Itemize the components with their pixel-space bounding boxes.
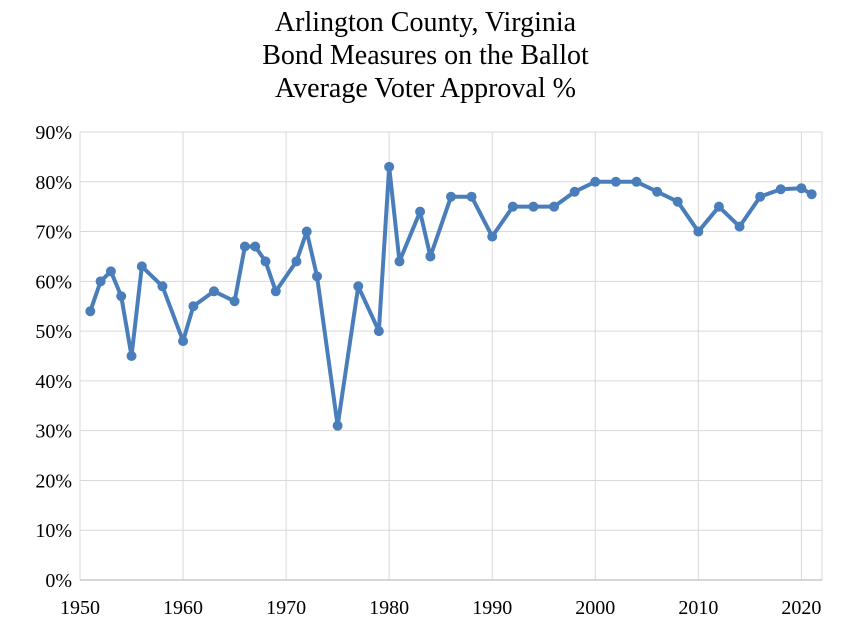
x-tick-label: 1950 bbox=[60, 597, 100, 619]
data-point bbox=[178, 336, 189, 347]
data-point bbox=[373, 326, 384, 337]
y-axis-tick-labels: 0% 10% 20% 30% 40% 50% 60% 70% 80% 90% bbox=[35, 122, 72, 592]
y-tick-label: 0% bbox=[45, 570, 72, 592]
data-point bbox=[116, 291, 127, 302]
data-point bbox=[415, 206, 426, 217]
data-point bbox=[466, 191, 477, 202]
data-point bbox=[126, 351, 137, 361]
data-point bbox=[549, 201, 560, 212]
data-point bbox=[590, 176, 601, 187]
data-point bbox=[734, 221, 745, 232]
data-point bbox=[312, 271, 323, 282]
y-tick-label: 40% bbox=[35, 371, 72, 393]
y-tick-label: 70% bbox=[35, 222, 72, 244]
x-tick-label: 2000 bbox=[575, 597, 615, 619]
data-point bbox=[353, 281, 364, 292]
data-point bbox=[384, 161, 395, 172]
x-tick-label: 2020 bbox=[781, 597, 821, 619]
data-point bbox=[239, 241, 250, 252]
data-point bbox=[528, 201, 539, 212]
data-point bbox=[394, 256, 405, 267]
data-point bbox=[250, 241, 261, 252]
chart-title: Arlington County, Virginia Bond Measures… bbox=[0, 6, 851, 105]
data-point bbox=[208, 286, 219, 297]
data-point bbox=[260, 256, 271, 267]
x-tick-label: 1960 bbox=[163, 597, 203, 619]
x-tick-label: 1970 bbox=[266, 597, 306, 619]
data-series bbox=[85, 161, 817, 431]
data-point bbox=[136, 261, 147, 272]
y-tick-label: 30% bbox=[35, 421, 72, 443]
data-point bbox=[446, 191, 456, 202]
data-point bbox=[157, 281, 168, 292]
data-point bbox=[270, 286, 281, 297]
data-point bbox=[569, 186, 580, 197]
chart-title-line-3: Average Voter Approval % bbox=[275, 73, 576, 104]
y-tick-label: 90% bbox=[35, 122, 72, 144]
series-line bbox=[88, 164, 814, 428]
data-point bbox=[507, 201, 518, 212]
data-point bbox=[693, 226, 704, 237]
chart-title-line-1: Arlington County, Virginia bbox=[274, 7, 577, 38]
x-axis-tick-labels: 1950 1960 1970 1980 1990 2000 2010 2020 bbox=[60, 597, 821, 619]
data-point bbox=[188, 301, 199, 312]
y-tick-label: 20% bbox=[35, 470, 72, 492]
data-point bbox=[610, 176, 621, 187]
data-point bbox=[652, 186, 663, 197]
data-point bbox=[487, 231, 498, 242]
y-tick-label: 10% bbox=[35, 520, 72, 542]
y-tick-label: 80% bbox=[35, 172, 72, 194]
data-point bbox=[105, 266, 116, 277]
x-tick-label: 1980 bbox=[369, 597, 409, 619]
data-point bbox=[806, 189, 817, 200]
data-point bbox=[229, 296, 240, 307]
data-point bbox=[755, 191, 766, 202]
y-tick-label: 60% bbox=[35, 271, 72, 293]
data-point bbox=[425, 251, 436, 262]
data-point bbox=[631, 176, 642, 187]
data-point bbox=[713, 201, 724, 212]
chart-title-line-2: Bond Measures on the Ballot bbox=[262, 40, 589, 71]
data-point bbox=[95, 276, 106, 287]
data-point bbox=[301, 226, 312, 237]
data-point bbox=[85, 306, 96, 317]
data-point bbox=[775, 184, 786, 195]
data-point bbox=[796, 183, 807, 194]
axes bbox=[79, 131, 823, 581]
x-tick-label: 2010 bbox=[678, 597, 718, 619]
y-tick-label: 50% bbox=[35, 321, 72, 343]
data-point bbox=[332, 420, 343, 431]
data-point bbox=[672, 196, 683, 207]
data-point bbox=[291, 256, 302, 267]
x-tick-label: 1990 bbox=[472, 597, 512, 619]
